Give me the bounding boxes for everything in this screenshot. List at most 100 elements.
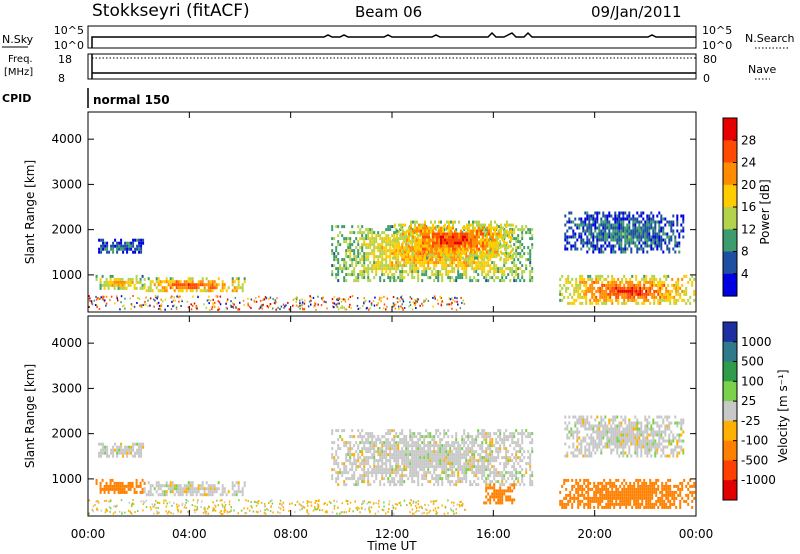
echo-cell [125,490,128,494]
echo-cell [519,471,522,475]
echo-cell [171,484,174,488]
echo-cell [500,226,502,230]
echo-cell [337,258,340,262]
echo-cell [589,274,592,278]
echo-cell [367,435,370,439]
echo-cell [477,435,480,439]
echo-cell [453,474,456,478]
echo-cell [613,280,616,284]
echo-cell [678,244,681,248]
echo-cell [604,226,607,230]
echo-cell [584,223,587,227]
echo-cell [209,280,212,284]
ground-scatter-cell [378,298,381,301]
echo-cell [462,235,464,239]
echo-cell [567,277,570,281]
echo-cell [411,270,414,274]
echo-cell [511,270,514,274]
echo-cell [367,231,370,235]
echo-cell [499,498,502,502]
echo-cell [609,280,612,284]
echo-cell [335,453,338,457]
echo-cell [457,264,460,268]
echo-cell [405,474,408,478]
echo-cell [632,241,635,245]
echo-cell [381,447,384,451]
echo-cell [383,279,386,283]
ground-scatter-cell [280,305,283,308]
echo-cell [672,214,675,218]
echo-cell [355,462,358,466]
echo-cell [506,229,508,233]
ground-scatter-cell [226,298,229,301]
echo-cell [495,480,498,484]
echo-cell [434,220,436,224]
echo-cell [448,253,450,257]
echo-cell [527,252,530,256]
echo-cell [453,444,456,448]
echo-cell [343,471,346,475]
echo-cell [483,501,486,505]
echo-cell [381,258,384,262]
nsearch-tick-low: 10^0 [702,39,732,52]
echo-cell [589,289,592,293]
echo-cell [588,223,591,227]
echo-cell [457,450,460,454]
echo-cell [389,240,392,244]
echo-cell [512,247,514,251]
echo-cell [434,241,436,245]
echo-cell [497,429,500,433]
echo-cell [122,451,125,455]
echo-cell [493,492,496,496]
echo-cell [353,471,356,475]
echo-cell [421,279,424,283]
echo-cell [438,235,440,239]
echo-cell [567,499,570,503]
echo-cell [185,289,188,293]
echo-cell [523,252,526,256]
echo-cell [134,247,137,251]
echo-cell [480,250,482,254]
echo-cell [491,444,494,448]
echo-cell [392,244,394,248]
echo-cell [429,432,432,436]
echo-cell [397,252,400,256]
echo-cell [389,471,392,475]
echo-cell [620,241,623,245]
echo-cell [675,292,678,296]
echo-cell [600,232,603,236]
echo-cell [385,237,388,241]
echo-cell [681,298,684,302]
echo-cell [405,270,408,274]
echo-cell [395,453,398,457]
echo-cell [658,235,661,239]
echo-cell [496,226,498,230]
echo-cell [353,279,356,283]
echo-cell [401,273,404,277]
echo-cell [424,235,426,239]
echo-cell [478,223,480,227]
echo-cell [459,444,462,448]
echo-cell [351,447,354,451]
echo-cell [579,484,582,488]
echo-cell [611,277,614,281]
echo-cell [426,244,428,248]
ground-scatter-cell [104,299,106,302]
echo-cell [406,235,408,239]
echo-cell [515,240,518,244]
echo-cell [630,217,633,221]
echo-cell [155,286,158,290]
echo-cell [600,244,603,248]
ground-scatter-cell [192,295,194,298]
echo-cell [337,261,340,265]
echo-cell [483,471,486,475]
echo-cell [481,465,484,469]
echo-cell [529,258,532,262]
echo-cell [475,267,478,271]
echo-cell [367,228,370,232]
echo-cell [437,462,440,466]
echo-cell [601,280,604,284]
echo-cell [427,261,430,265]
echo-cell [389,246,392,250]
echo-cell [449,447,452,451]
